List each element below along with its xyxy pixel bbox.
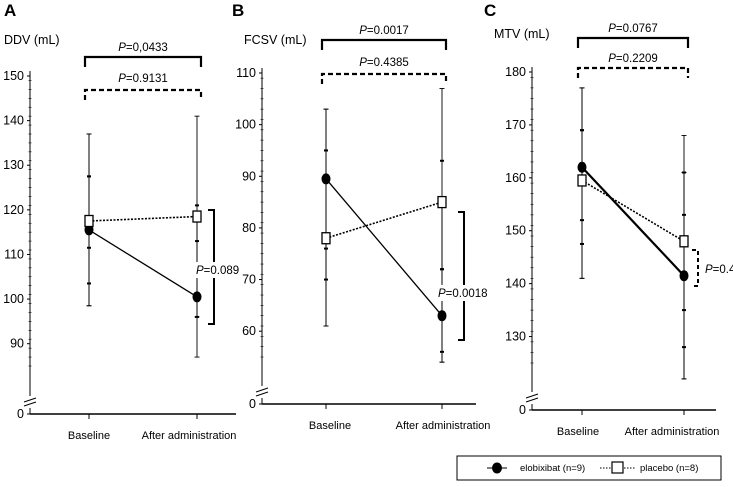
y-tick-label: 140 [3, 114, 24, 128]
elobixibat-series-line [581, 166, 685, 277]
y-tick-label: 140 [505, 277, 526, 291]
y-tick-label: 180 [505, 65, 526, 79]
y-tick-label: 170 [505, 118, 526, 132]
legend-placebo-label: placebo (n=8) [640, 463, 698, 474]
y-tick-label: 70 [242, 273, 256, 287]
p-value-label: P=0.9131 [118, 73, 168, 85]
y-axis-label: DDV (mL) [4, 33, 60, 47]
axis-break-mark [255, 391, 269, 397]
x-category-label: Baseline [309, 420, 351, 432]
axis-break-mark [255, 387, 269, 393]
legend-elobixibat-marker [492, 462, 502, 474]
placebo-point [577, 174, 587, 187]
y-tick-label: 130 [3, 158, 24, 172]
comparison-bracket-dashed [83, 88, 203, 100]
panel-letter: C [484, 1, 496, 20]
y-tick-label: 130 [505, 330, 526, 344]
comparison-bracket-dashed [320, 72, 448, 84]
placebo-series-line [581, 179, 685, 242]
y-tick-label: 90 [242, 169, 256, 183]
p-value-label: P=0.0018 [438, 288, 488, 300]
y-tick-label: 100 [235, 118, 256, 132]
y-tick-label: 150 [3, 69, 24, 83]
p-value-label: P=0.2209 [608, 53, 658, 65]
placebo-point [679, 235, 689, 248]
p-value-label: P=0.4385 [359, 57, 409, 69]
placebo-point [84, 214, 94, 228]
placebo-point [437, 195, 447, 209]
elobixibat-point [679, 270, 689, 282]
x-category-label: Baseline [68, 430, 110, 442]
after-administration-bracket [692, 249, 699, 287]
y-tick-label: 120 [3, 203, 24, 217]
placebo-point [192, 210, 202, 223]
comparison-bracket-solid [320, 38, 448, 50]
y-tick-label: 110 [4, 247, 24, 261]
y-tick-label: 90 [10, 337, 24, 351]
y-tick-label: 0 [519, 403, 526, 417]
legend-placebo-marker [611, 461, 624, 474]
axis-break-mark [23, 397, 37, 403]
comparison-bracket-solid [576, 36, 690, 48]
y-tick-label: 110 [236, 66, 256, 80]
legend-elobixibat-label: elobixibat (n=9) [520, 463, 585, 474]
x-category-label: After administration [396, 420, 491, 432]
axis-break-mark [23, 401, 37, 407]
after-administration-bracket [458, 211, 465, 341]
p-value-background [703, 261, 733, 277]
y-tick-label: 60 [242, 324, 256, 338]
y-tick-label: 160 [505, 171, 526, 185]
x-category-label: Baseline [557, 426, 599, 438]
y-tick-label: 100 [3, 292, 24, 306]
axis-break-mark [525, 393, 539, 399]
p-value-label: P=0,0433 [118, 42, 168, 54]
x-category-label: After administration [142, 430, 237, 442]
comparison-bracket-solid [83, 55, 203, 67]
comparison-bracket-dashed [576, 66, 690, 78]
elobixibat-series-line [325, 178, 443, 317]
elobixibat-point [84, 224, 94, 236]
y-tick-label: 80 [242, 221, 256, 235]
p-value-label: P=0.4819 [705, 264, 733, 276]
axis-break-mark [525, 397, 539, 403]
p-value-background [194, 262, 248, 278]
elobixibat-point [577, 161, 587, 173]
p-value-label: P=0.089 [196, 265, 239, 277]
placebo-point [321, 232, 331, 245]
y-axis-label: MTV (mL) [494, 27, 550, 41]
p-value-label: P=0.0017 [359, 25, 409, 37]
elobixibat-point [192, 291, 202, 303]
placebo-series-line [325, 201, 443, 240]
elobixibat-point [437, 310, 447, 322]
y-tick-label: 0 [249, 397, 256, 411]
p-value-label: P=0.0767 [608, 23, 658, 35]
elobixibat-series-line [88, 229, 198, 298]
elobixibat-point [321, 173, 331, 185]
placebo-series-line [88, 215, 198, 222]
panel-letter: A [4, 1, 16, 20]
panel-letter: B [232, 1, 244, 20]
y-axis-label: FCSV (mL) [244, 33, 307, 47]
legend: elobixibat (n=9) placebo (n=8) [456, 455, 722, 481]
y-tick-label: 0 [17, 407, 24, 421]
p-value-background [436, 285, 490, 301]
y-tick-label: 150 [505, 224, 526, 238]
x-category-label: After administration [625, 426, 720, 438]
